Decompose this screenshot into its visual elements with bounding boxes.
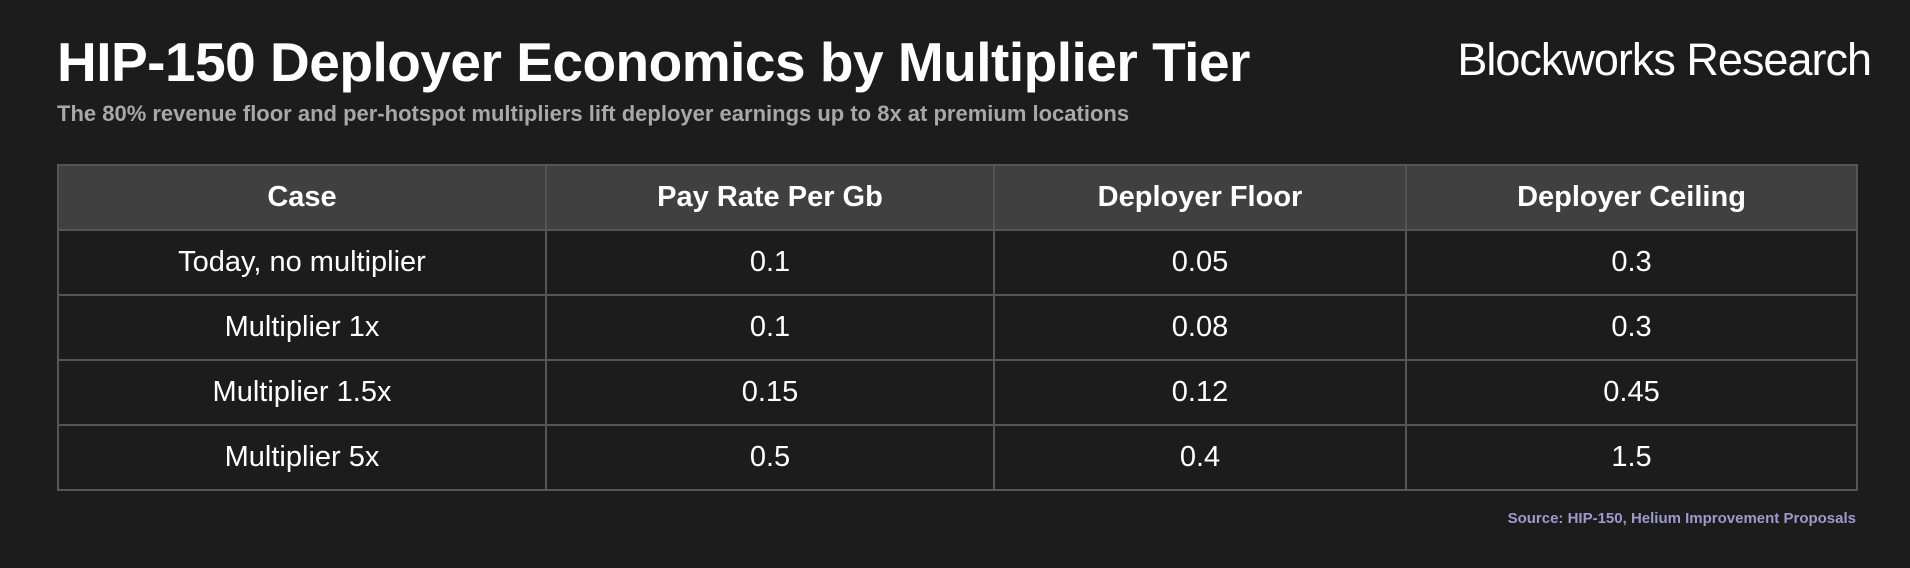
cell-deployer-floor: 0.05 (993, 229, 1407, 296)
table-row: Multiplier 1x 0.1 0.08 0.3 (57, 294, 1858, 361)
column-header-case: Case (57, 164, 547, 231)
cell-case: Multiplier 5x (57, 424, 547, 491)
cell-case: Multiplier 1.5x (57, 359, 547, 426)
cell-pay-rate: 0.15 (545, 359, 995, 426)
cell-deployer-floor: 0.12 (993, 359, 1407, 426)
data-table-container: Case Pay Rate Per Gb Deployer Floor Depl… (57, 164, 1858, 491)
cell-deployer-floor: 0.08 (993, 294, 1407, 361)
cell-deployer-ceiling: 1.5 (1405, 424, 1858, 491)
cell-pay-rate: 0.1 (545, 229, 995, 296)
column-header-deployer-floor: Deployer Floor (993, 164, 1407, 231)
table-row: Multiplier 1.5x 0.15 0.12 0.45 (57, 359, 1858, 426)
cell-case: Multiplier 1x (57, 294, 547, 361)
cell-deployer-ceiling: 0.3 (1405, 229, 1858, 296)
cell-deployer-ceiling: 0.3 (1405, 294, 1858, 361)
cell-deployer-ceiling: 0.45 (1405, 359, 1858, 426)
cell-deployer-floor: 0.4 (993, 424, 1407, 491)
column-header-pay-rate: Pay Rate Per Gb (545, 164, 995, 231)
chart-title: HIP-150 Deployer Economics by Multiplier… (57, 31, 1250, 93)
column-header-deployer-ceiling: Deployer Ceiling (1405, 164, 1858, 231)
table-row: Multiplier 5x 0.5 0.4 1.5 (57, 424, 1858, 491)
brand-logo-text: Blockworks Research (1457, 34, 1872, 85)
cell-pay-rate: 0.5 (545, 424, 995, 491)
source-note: Source: HIP-150, Helium Improvement Prop… (1507, 510, 1856, 527)
cell-pay-rate: 0.1 (545, 294, 995, 361)
data-table: Case Pay Rate Per Gb Deployer Floor Depl… (57, 164, 1858, 491)
cell-case: Today, no multiplier (57, 229, 547, 296)
table-header-row: Case Pay Rate Per Gb Deployer Floor Depl… (57, 164, 1858, 231)
chart-subtitle: The 80% revenue floor and per-hotspot mu… (57, 101, 1130, 126)
table-row: Today, no multiplier 0.1 0.05 0.3 (57, 229, 1858, 296)
